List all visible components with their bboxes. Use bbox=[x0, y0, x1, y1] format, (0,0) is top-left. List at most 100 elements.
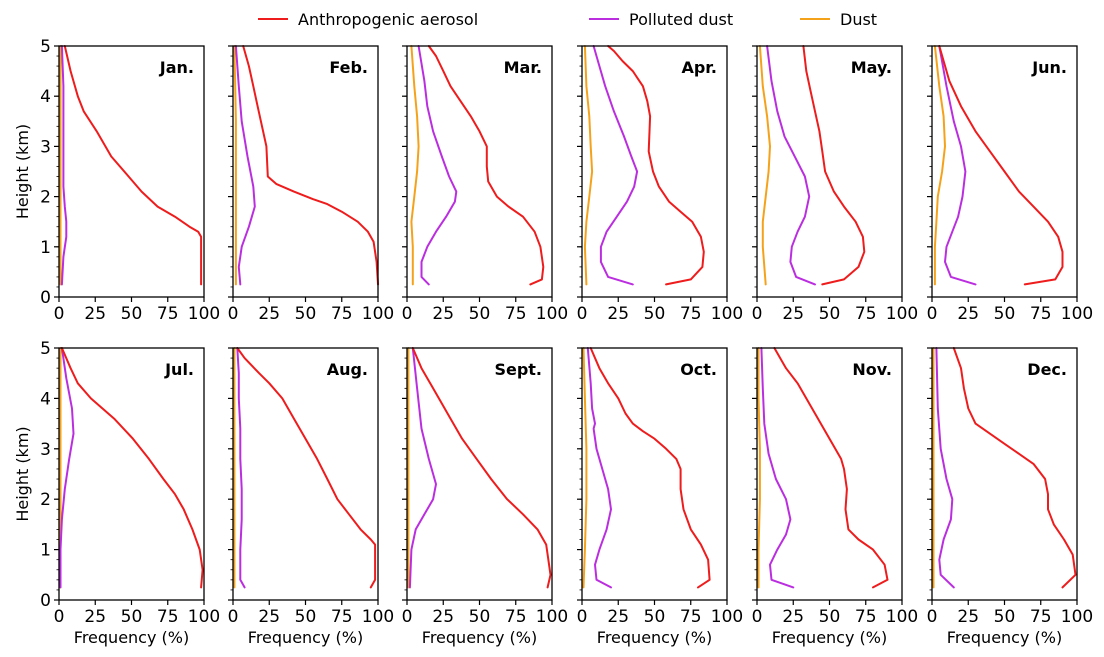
x-tick-label-dec-1: 25 bbox=[957, 607, 979, 627]
month-label-feb: Feb. bbox=[329, 58, 368, 77]
x-tick-label-sept-1: 25 bbox=[432, 607, 454, 627]
series-line-may-anthropogenic-aerosol bbox=[802, 45, 866, 286]
plot-frame-jan bbox=[58, 45, 205, 298]
month-label-apr: Apr. bbox=[681, 58, 717, 77]
x-tick-label-jan-0: 0 bbox=[54, 304, 65, 324]
legend-label-polluted-dust: Polluted dust bbox=[629, 10, 733, 29]
x-tick-label-jan-4: 100 bbox=[188, 304, 220, 324]
y-axis-label-row-2: Height (km) bbox=[13, 426, 32, 521]
x-tick-label-jun-1: 25 bbox=[957, 304, 979, 324]
series-line-jan-anthropogenic-aerosol bbox=[63, 45, 203, 286]
series-line-dec-polluted-dust bbox=[935, 347, 955, 589]
x-tick-label-apr-3: 75 bbox=[680, 304, 702, 324]
series-line-jul-polluted-dust bbox=[59, 347, 75, 589]
x-tick-label-mar-4: 100 bbox=[536, 304, 568, 324]
y-tick-label-jul-0: 0 bbox=[40, 591, 51, 611]
y-tick-label-jan-4: 4 bbox=[40, 87, 51, 107]
series-line-nov-polluted-dust bbox=[760, 347, 795, 589]
y-tick-label-jan-3: 3 bbox=[40, 137, 51, 157]
series-line-oct-dust bbox=[582, 347, 588, 589]
month-label-mar: Mar. bbox=[504, 58, 542, 77]
series-line-mar-dust bbox=[410, 45, 420, 286]
x-tick-label-jul-3: 75 bbox=[157, 607, 179, 627]
plot-frame-aug bbox=[232, 347, 379, 601]
x-tick-label-oct-1: 25 bbox=[607, 607, 629, 627]
x-tick-label-feb-2: 50 bbox=[295, 304, 317, 324]
x-tick-label-aug-0: 0 bbox=[228, 607, 239, 627]
x-tick-label-dec-2: 50 bbox=[994, 607, 1016, 627]
x-tick-label-jul-2: 50 bbox=[121, 607, 143, 627]
series-line-mar-polluted-dust bbox=[417, 45, 458, 286]
x-tick-label-oct-0: 0 bbox=[577, 607, 588, 627]
x-tick-label-feb-3: 75 bbox=[331, 304, 353, 324]
x-tick-label-nov-3: 75 bbox=[855, 607, 877, 627]
x-tick-label-apr-1: 25 bbox=[607, 304, 629, 324]
x-tick-label-may-0: 0 bbox=[752, 304, 763, 324]
month-label-sept: Sept. bbox=[494, 360, 542, 379]
x-tick-label-apr-2: 50 bbox=[644, 304, 666, 324]
x-tick-label-jul-1: 25 bbox=[84, 607, 106, 627]
x-axis-label-jul: Frequency (%) bbox=[74, 628, 189, 647]
panel-aug: 0 25 50 75 100 Aug. Frequency (%) bbox=[228, 347, 394, 647]
x-tick-label-may-2: 50 bbox=[819, 304, 841, 324]
x-tick-label-feb-0: 0 bbox=[228, 304, 239, 324]
y-tick-label-jan-1: 1 bbox=[40, 238, 51, 258]
month-label-jan: Jan. bbox=[159, 58, 194, 77]
x-tick-label-oct-4: 100 bbox=[711, 607, 743, 627]
x-tick-label-jan-1: 25 bbox=[84, 304, 106, 324]
panel-jun: 0 25 50 75 100 Jun. bbox=[927, 45, 1093, 324]
plot-frame-nov bbox=[756, 347, 903, 601]
panel-sept: 0 25 50 75 100 Sept. Frequency (%) bbox=[402, 347, 568, 647]
legend-label-anthropogenic-aerosol: Anthropogenic aerosol bbox=[298, 10, 478, 29]
x-tick-label-aug-2: 50 bbox=[295, 607, 317, 627]
x-tick-label-apr-0: 0 bbox=[577, 304, 588, 324]
series-line-nov-dust bbox=[757, 347, 761, 589]
x-tick-label-aug-4: 100 bbox=[362, 607, 394, 627]
legend-label-dust: Dust bbox=[840, 10, 877, 29]
panel-feb: 0 25 50 75 100 Feb. bbox=[228, 45, 394, 324]
series-line-nov-anthropogenic-aerosol bbox=[773, 347, 889, 589]
series-line-dec-anthropogenic-aerosol bbox=[952, 347, 1077, 589]
y-tick-label-jul-2: 2 bbox=[40, 490, 51, 510]
plot-frame-may bbox=[756, 45, 903, 298]
month-label-nov: Nov. bbox=[852, 360, 892, 379]
series-line-apr-anthropogenic-aerosol bbox=[607, 45, 705, 286]
x-tick-label-sept-3: 75 bbox=[505, 607, 527, 627]
x-tick-label-may-3: 75 bbox=[855, 304, 877, 324]
series-line-sept-polluted-dust bbox=[408, 347, 437, 589]
series-line-jul-anthropogenic-aerosol bbox=[60, 347, 204, 589]
x-axis-label-sept: Frequency (%) bbox=[422, 628, 537, 647]
x-tick-label-sept-4: 100 bbox=[536, 607, 568, 627]
x-tick-label-nov-1: 25 bbox=[782, 607, 804, 627]
series-line-apr-dust bbox=[583, 45, 594, 286]
x-tick-label-mar-0: 0 bbox=[402, 304, 413, 324]
x-tick-label-dec-0: 0 bbox=[927, 607, 938, 627]
series-line-may-polluted-dust bbox=[766, 45, 816, 286]
x-tick-label-aug-1: 25 bbox=[258, 607, 280, 627]
y-tick-label-jul-5: 5 bbox=[40, 339, 51, 359]
panel-dec: 0 25 50 75 100 Dec. Frequency (%) bbox=[927, 347, 1093, 647]
series-line-oct-polluted-dust bbox=[586, 347, 612, 589]
series-line-jan-polluted-dust bbox=[60, 45, 68, 286]
series-line-sept-anthropogenic-aerosol bbox=[411, 347, 552, 589]
y-tick-label-jan-5: 5 bbox=[40, 37, 51, 57]
y-tick-label-jul-1: 1 bbox=[40, 541, 51, 561]
x-tick-label-jul-4: 100 bbox=[188, 607, 220, 627]
month-label-oct: Oct. bbox=[680, 360, 717, 379]
series-line-may-dust bbox=[758, 45, 771, 286]
month-label-jun: Jun. bbox=[1031, 58, 1067, 77]
legend: Anthropogenic aerosol Polluted dust Dust bbox=[258, 10, 877, 29]
x-tick-label-oct-3: 75 bbox=[680, 607, 702, 627]
series-line-oct-anthropogenic-aerosol bbox=[589, 347, 711, 589]
x-tick-label-nov-2: 50 bbox=[819, 607, 841, 627]
plot-frame-dec bbox=[931, 347, 1078, 601]
x-tick-label-jun-4: 100 bbox=[1061, 304, 1093, 324]
plot-frame-sept bbox=[406, 347, 553, 601]
x-tick-label-oct-2: 50 bbox=[644, 607, 666, 627]
y-tick-label-jul-4: 4 bbox=[40, 389, 51, 409]
series-line-apr-polluted-dust bbox=[592, 45, 639, 286]
x-axis-label-oct: Frequency (%) bbox=[597, 628, 712, 647]
